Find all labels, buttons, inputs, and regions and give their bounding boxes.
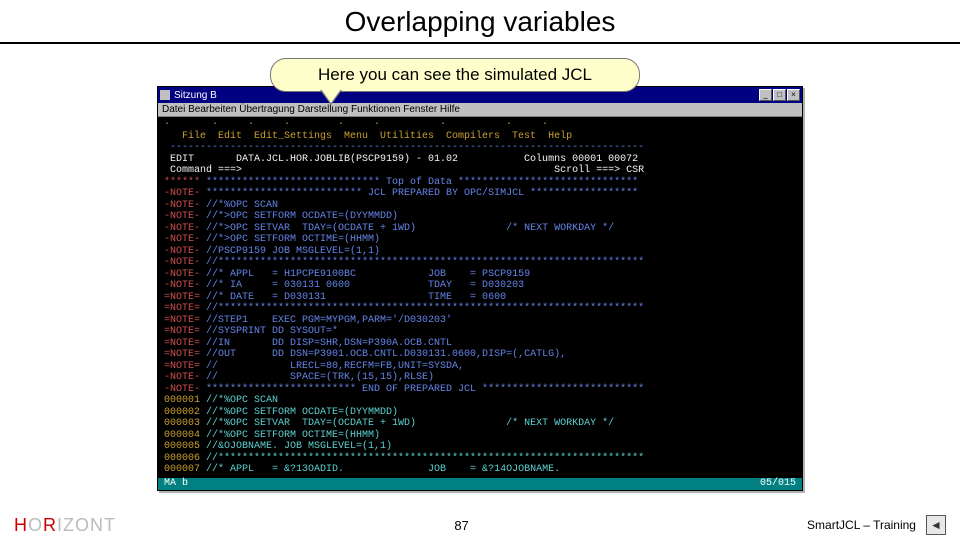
status-right: 05/015 — [760, 478, 796, 490]
window-controls: _ □ × — [759, 89, 800, 101]
footer-label: SmartJCL – Training — [807, 518, 916, 532]
minimize-button[interactable]: _ — [759, 89, 772, 101]
window-menubar[interactable]: Datei Bearbeiten Übertragung Darstellung… — [158, 103, 802, 117]
brand-logo: HORIZONT — [14, 515, 116, 536]
terminal-screen[interactable]: · · · · · · · · · File Edit Edit_Setting… — [158, 117, 802, 478]
window-sysmenu-icon[interactable] — [160, 90, 170, 100]
slide-title: Overlapping variables — [0, 0, 960, 42]
title-divider — [0, 42, 960, 44]
status-left: MA b — [164, 478, 188, 490]
back-icon[interactable]: ◄ — [926, 515, 946, 535]
slide-footer: HORIZONT 87 SmartJCL – Training ◄ — [0, 510, 960, 540]
callout-bubble: Here you can see the simulated JCL — [270, 58, 640, 92]
maximize-button[interactable]: □ — [773, 89, 786, 101]
window-statusbar: MA b 05/015 — [158, 478, 802, 490]
window-title: Sitzung B — [174, 90, 217, 101]
close-button[interactable]: × — [787, 89, 800, 101]
page-number: 87 — [454, 518, 468, 533]
terminal-window: Sitzung B _ □ × Datei Bearbeiten Übertra… — [157, 86, 803, 491]
